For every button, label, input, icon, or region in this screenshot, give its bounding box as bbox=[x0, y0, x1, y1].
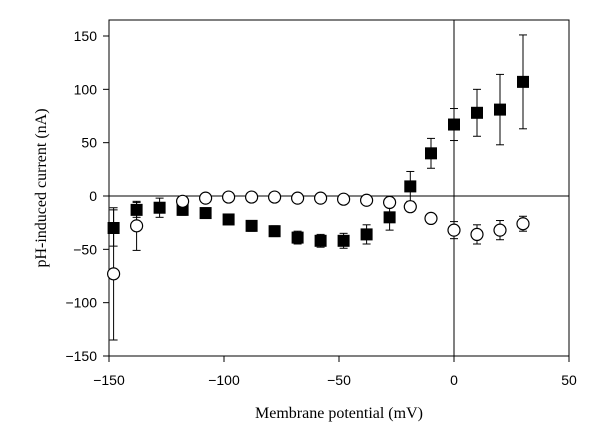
x-tick-label: −50 bbox=[327, 372, 351, 388]
data-point-circle bbox=[383, 195, 397, 209]
data-point-square bbox=[360, 228, 373, 241]
data-point-square bbox=[494, 103, 506, 116]
data-point-circle bbox=[337, 192, 351, 206]
data-point-circle bbox=[516, 217, 530, 231]
x-tick-label: 0 bbox=[450, 372, 458, 388]
y-tick-label: −50 bbox=[73, 241, 97, 257]
x-axis-ticks: −150 −100 −50 0 50 bbox=[93, 356, 577, 388]
data-point-square bbox=[268, 225, 281, 238]
y-tick-label: 50 bbox=[81, 135, 97, 151]
data-point-square bbox=[222, 213, 235, 226]
data-point-square bbox=[448, 118, 460, 131]
y-axis-label: pH-induced current (nA) bbox=[33, 108, 50, 267]
data-point-circle bbox=[493, 223, 507, 237]
y-axis-ticks: −150 −100 −50 0 50 100 150 bbox=[65, 28, 109, 364]
data-point-circle bbox=[403, 200, 417, 214]
y-tick-label: −150 bbox=[65, 348, 97, 364]
data-point-circle bbox=[176, 194, 190, 208]
x-tick-label: −150 bbox=[93, 372, 125, 388]
data-point-square bbox=[153, 201, 166, 214]
y-tick-label: 150 bbox=[74, 28, 98, 44]
data-point-square bbox=[314, 234, 327, 247]
data-point-circle bbox=[106, 267, 121, 281]
data-point-circle bbox=[360, 193, 374, 207]
y-tick-label: 0 bbox=[89, 188, 97, 204]
plot-frame bbox=[108, 19, 570, 357]
data-point-square bbox=[383, 211, 396, 224]
data-point-circle bbox=[222, 190, 236, 204]
data-point-circle bbox=[447, 223, 461, 237]
data-point-circle bbox=[424, 211, 438, 225]
data-point-square bbox=[199, 207, 212, 220]
data-point-square bbox=[245, 219, 258, 232]
reference-lines bbox=[109, 20, 569, 356]
y-tick-label: 100 bbox=[74, 81, 98, 97]
data-point-square bbox=[471, 106, 483, 119]
data-point-square bbox=[337, 234, 350, 247]
x-tick-label: 50 bbox=[561, 372, 577, 388]
data-point-square bbox=[425, 147, 437, 160]
data-point-circle bbox=[470, 227, 484, 241]
x-tick-label: −100 bbox=[208, 372, 240, 388]
data-point-circle bbox=[268, 190, 282, 204]
data-point-circle bbox=[199, 191, 213, 205]
data-series bbox=[106, 34, 530, 341]
data-point-square bbox=[517, 75, 529, 88]
data-point-circle bbox=[291, 191, 305, 205]
data-point-circle bbox=[245, 190, 259, 204]
y-tick-label: −100 bbox=[65, 295, 97, 311]
filled-square-series bbox=[107, 34, 529, 249]
data-point-circle bbox=[130, 219, 144, 233]
data-point-square bbox=[291, 231, 304, 244]
data-point-square bbox=[404, 180, 417, 193]
x-axis-label: Membrane potential (mV) bbox=[255, 405, 423, 422]
open-circle-series bbox=[106, 190, 530, 341]
data-point-circle bbox=[314, 191, 328, 205]
